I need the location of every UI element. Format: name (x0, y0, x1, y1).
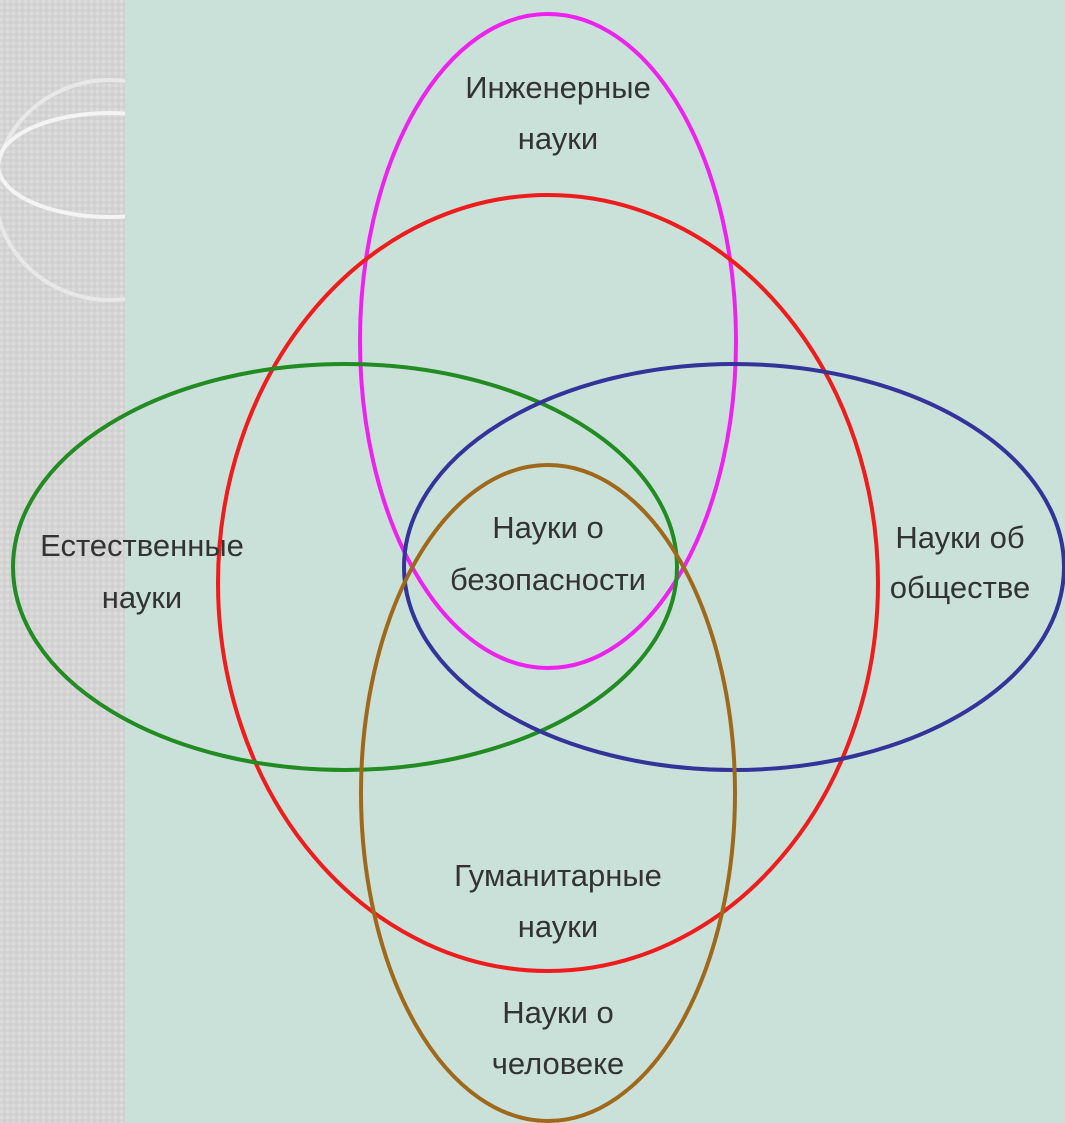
label: Гуманитарные (454, 858, 662, 893)
label: Естественные (40, 528, 244, 563)
natural-ellipse (11, 362, 679, 772)
label: обществе (890, 570, 1030, 605)
label: науки (518, 909, 598, 944)
label: Науки об (895, 520, 1024, 555)
label: науки (518, 121, 598, 156)
engineering-ellipse (358, 12, 738, 670)
human-ellipse (359, 463, 737, 1123)
humanities-ellipse (216, 193, 880, 973)
label: науки (102, 580, 182, 615)
content-area (125, 0, 1065, 1123)
label: Инженерные (465, 70, 651, 105)
label: безопасности (450, 562, 646, 597)
label: Науки о (492, 510, 604, 545)
side-strip (0, 0, 125, 1123)
label: Науки о (502, 995, 614, 1030)
label: человеке (492, 1046, 625, 1081)
